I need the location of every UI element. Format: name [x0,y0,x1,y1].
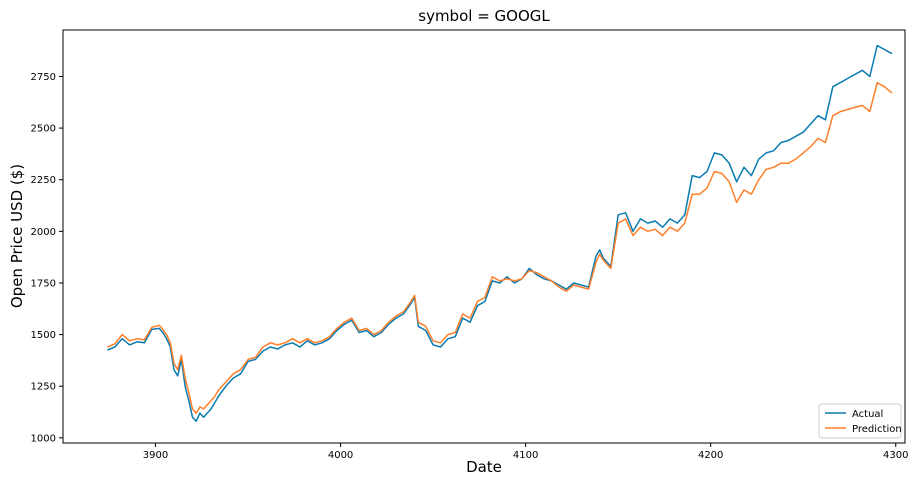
y-tick-label: 2500 [31,124,56,135]
y-tick-label: 1000 [31,433,56,444]
x-tick-label: 4200 [698,450,723,461]
x-tick-label: 4000 [328,450,353,461]
y-axis-ticks: 1000 1250 1500 1750 2000 2250 2500 2750 [31,72,63,444]
y-tick-label: 2000 [31,227,56,238]
legend-label-actual: Actual [852,409,883,420]
legend-label-prediction: Prediction [852,424,902,435]
series-line-prediction [107,81,893,414]
y-axis-label: Open Price USD ($) [8,164,26,308]
y-tick-label: 1500 [31,330,56,341]
y-tick-label: 1750 [31,278,56,289]
x-axis-label: Date [466,458,502,476]
x-axis-ticks: 3900 4000 4100 4200 4300 [143,443,908,461]
series-line-actual [107,44,893,423]
plot-series [107,44,893,423]
chart-title: symbol = GOOGL [418,7,550,25]
y-tick-label: 1250 [31,382,56,393]
x-tick-label: 3900 [143,450,168,461]
x-tick-label: 4300 [883,450,908,461]
y-tick-label: 2250 [31,175,56,186]
x-tick-label: 4100 [513,450,538,461]
y-tick-label: 2750 [31,72,56,83]
legend: Actual Prediction [818,403,902,439]
plot-frame [62,29,906,444]
